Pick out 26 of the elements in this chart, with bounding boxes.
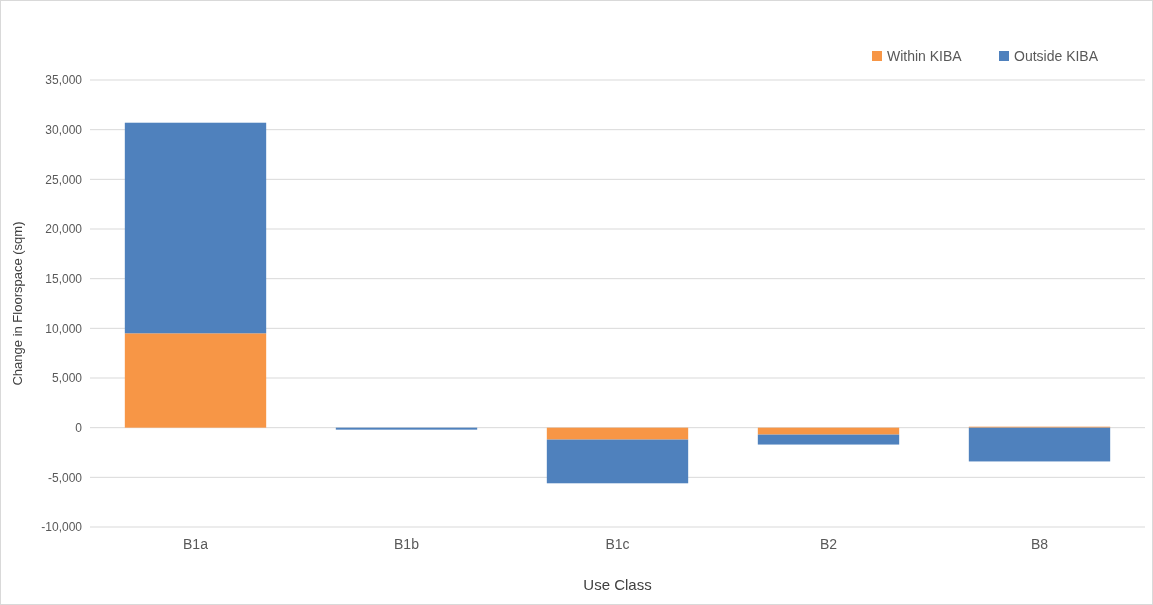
y-tick-label: 15,000 [45,271,83,286]
x-tick-label: B2 [819,536,838,552]
legend-label: Within KIBA [887,47,963,64]
y-tick-label: 5,000 [51,371,83,386]
y-tick-label: -10,000 [41,520,83,535]
y-tick-label: -5,000 [47,470,83,485]
x-tick-label: B8 [1030,536,1049,552]
y-tick-label: 0 [75,420,83,435]
bar [757,434,900,445]
legend-label: Outside KIBA [1014,47,1099,64]
bar [757,427,900,435]
bar [546,427,689,440]
bar [546,439,689,484]
x-tick-label: B1b [394,536,420,552]
y-axis-title: Change in Floorspace (sqm) [10,221,25,386]
bar [124,333,267,428]
bar [968,427,1111,462]
y-tick-label: 35,000 [45,73,83,88]
y-tick-label: 30,000 [45,122,83,137]
bar [124,122,267,334]
y-tick-label: 25,000 [45,172,83,187]
x-tick-label: B1c [605,536,630,552]
x-axis-title: Use Class [583,576,652,593]
x-tick-label: B1a [183,536,209,552]
y-tick-label: 20,000 [45,222,83,237]
y-tick-label: 10,000 [45,321,83,336]
